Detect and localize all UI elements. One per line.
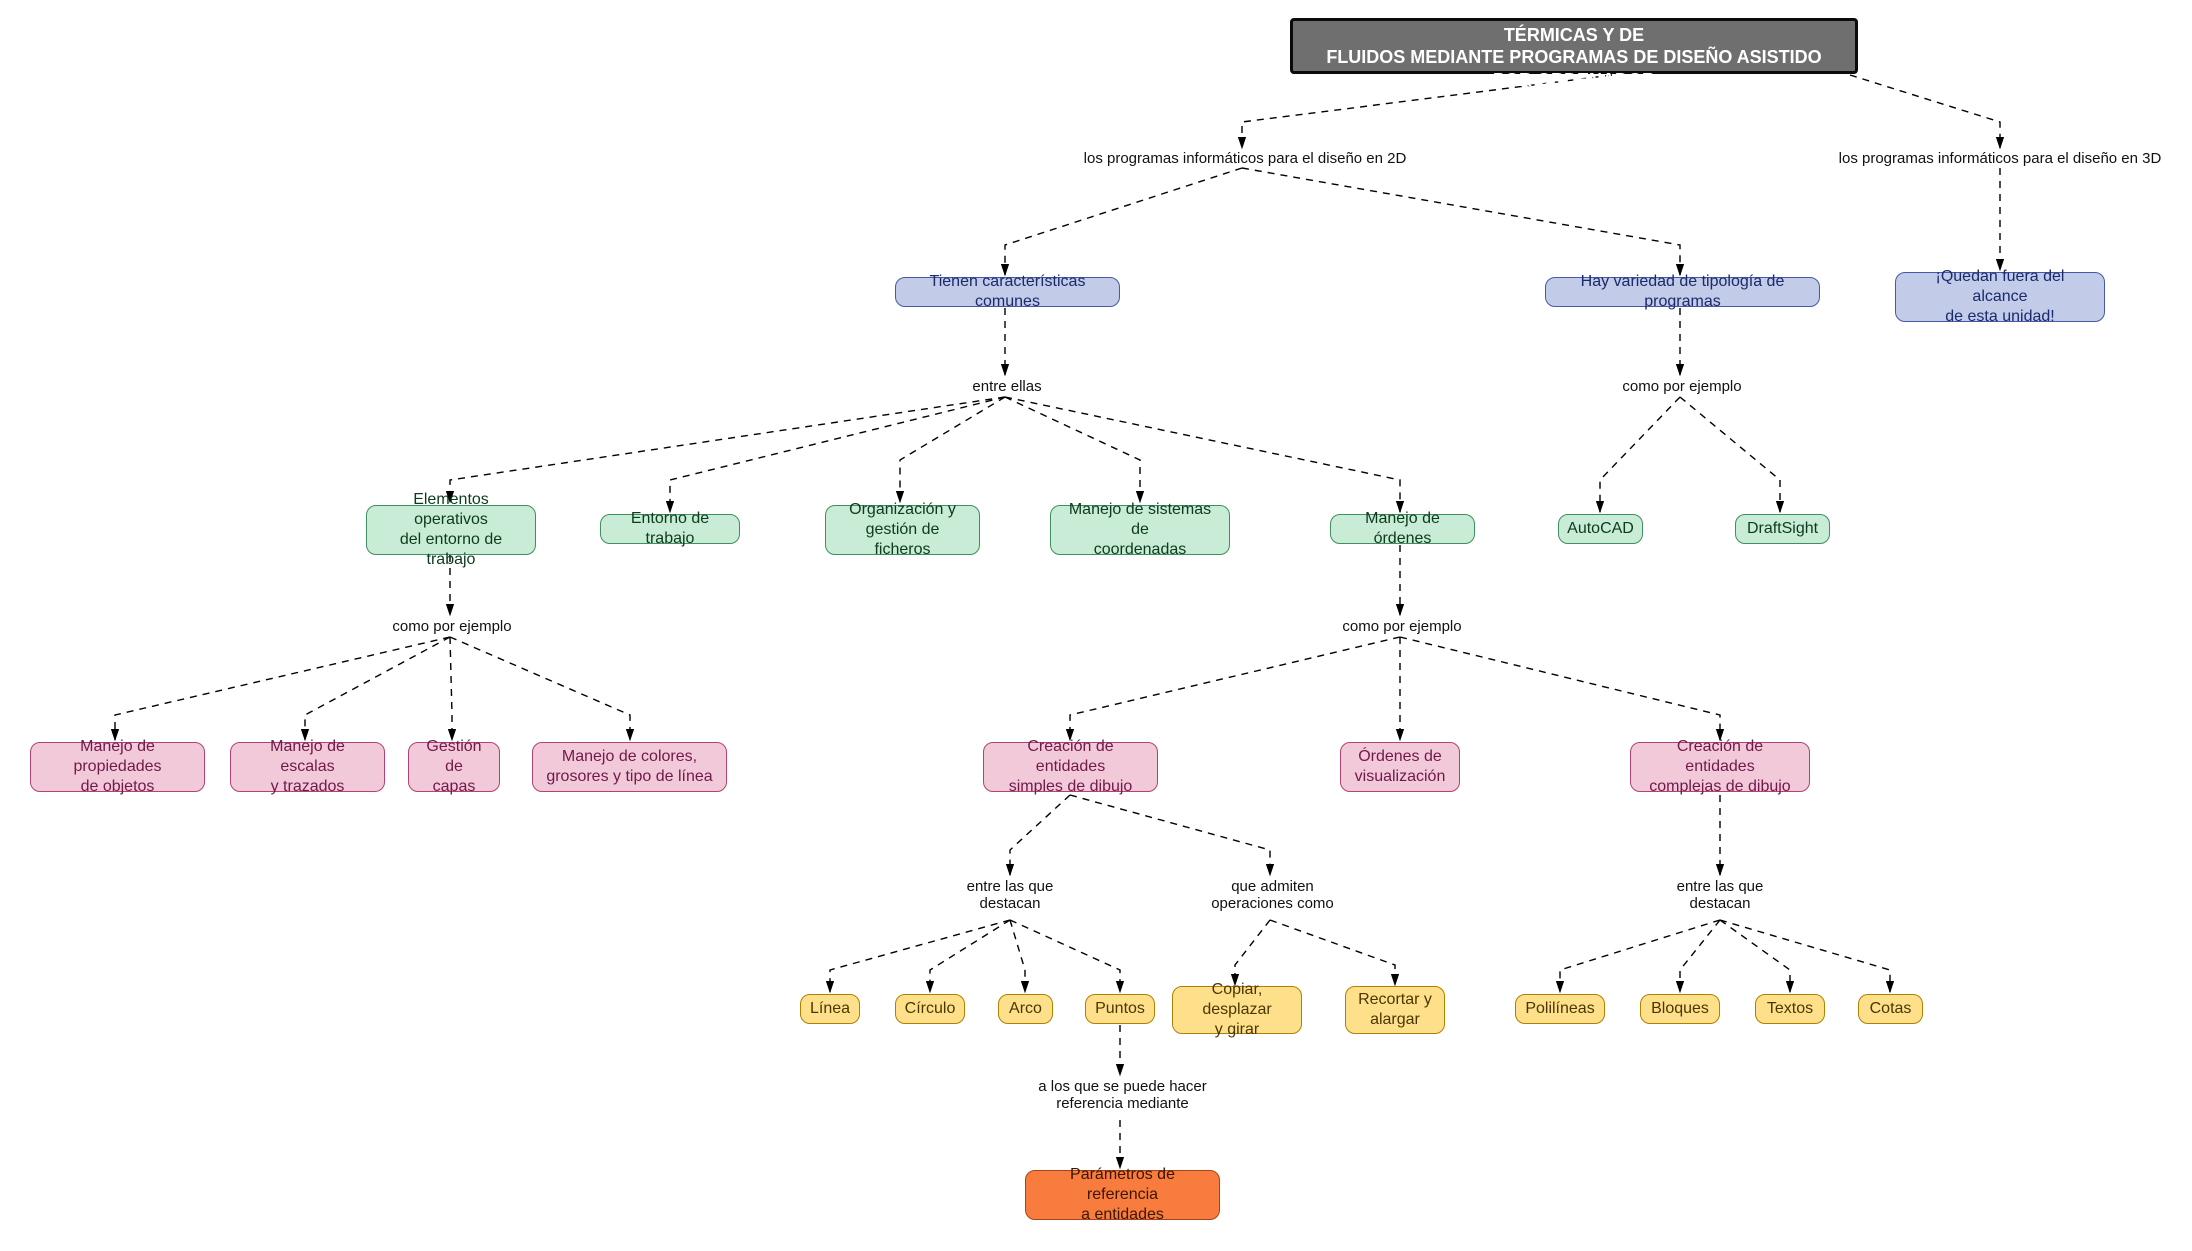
node-elementos-operativos: Elementos operativos del entorno de trab… <box>366 505 536 555</box>
node-manejo-propiedades: Manejo de propiedades de objetos <box>30 742 205 792</box>
node-textos: Textos <box>1755 994 1825 1024</box>
node-manejo-colores: Manejo de colores, grosores y tipo de lí… <box>532 742 727 792</box>
node-manejo-escalas: Manejo de escalas y trazados <box>230 742 385 792</box>
node-entidades-simples: Creación de entidades simples de dibujo <box>983 742 1158 792</box>
node-recortar-alargar: Recortar y alargar <box>1345 986 1445 1034</box>
edge-label-referencia: a los que se puede hacer referencia medi… <box>1025 1078 1220 1112</box>
node-organizacion-ficheros: Organización y gestión de ficheros <box>825 505 980 555</box>
node-circulo: Círculo <box>895 994 965 1024</box>
node-polilineas: Polilíneas <box>1515 994 1605 1024</box>
node-ordenes-visualizacion: Órdenes de visualización <box>1340 742 1460 792</box>
node-copiar-desplazar: Copiar, desplazar y girar <box>1172 986 1302 1034</box>
node-caracteristicas-comunes: Tienen características comunes <box>895 277 1120 307</box>
root-node: EN LA ELABORACIÓN DE PLANOS DE INSTALACI… <box>1290 18 1858 74</box>
edge-label-entre-ellas: entre ellas <box>967 378 1047 395</box>
edge-label-admiten: que admiten operaciones como <box>1205 878 1340 912</box>
edge-label-destacan-1: entre las que destacan <box>955 878 1065 912</box>
node-entidades-complejas: Creación de entidades complejas de dibuj… <box>1630 742 1810 792</box>
edge-label-como-3: como por ejemplo <box>1337 618 1467 635</box>
node-linea: Línea <box>800 994 860 1024</box>
connectors-layer <box>0 0 2192 1251</box>
node-gestion-capas: Gestión de capas <box>408 742 500 792</box>
edge-label-destacan-2: entre las que destacan <box>1665 878 1775 912</box>
node-bloques: Bloques <box>1640 994 1720 1024</box>
node-entorno-trabajo: Entorno de trabajo <box>600 514 740 544</box>
node-cotas: Cotas <box>1858 994 1923 1024</box>
node-parametros-referencia: Parámetros de referencia a entidades <box>1025 1170 1220 1220</box>
edge-label-como-2: como por ejemplo <box>1617 378 1747 395</box>
edge-label-como-1: como por ejemplo <box>387 618 517 635</box>
node-arco: Arco <box>998 994 1053 1024</box>
node-autocad: AutoCAD <box>1558 514 1643 544</box>
node-draftsight: DraftSight <box>1735 514 1830 544</box>
edge-label-3d: los programas informáticos para el diseñ… <box>1835 150 2165 167</box>
node-manejo-ordenes: Manejo de órdenes <box>1330 514 1475 544</box>
node-puntos: Puntos <box>1085 994 1155 1024</box>
node-fuera-alcance: ¡Quedan fuera del alcance de esta unidad… <box>1895 272 2105 322</box>
node-variedad-tipologia: Hay variedad de tipología de programas <box>1545 277 1820 307</box>
node-manejo-coordenadas: Manejo de sistemas de coordenadas <box>1050 505 1230 555</box>
edge-label-2d: los programas informáticos para el diseñ… <box>1080 150 1410 167</box>
